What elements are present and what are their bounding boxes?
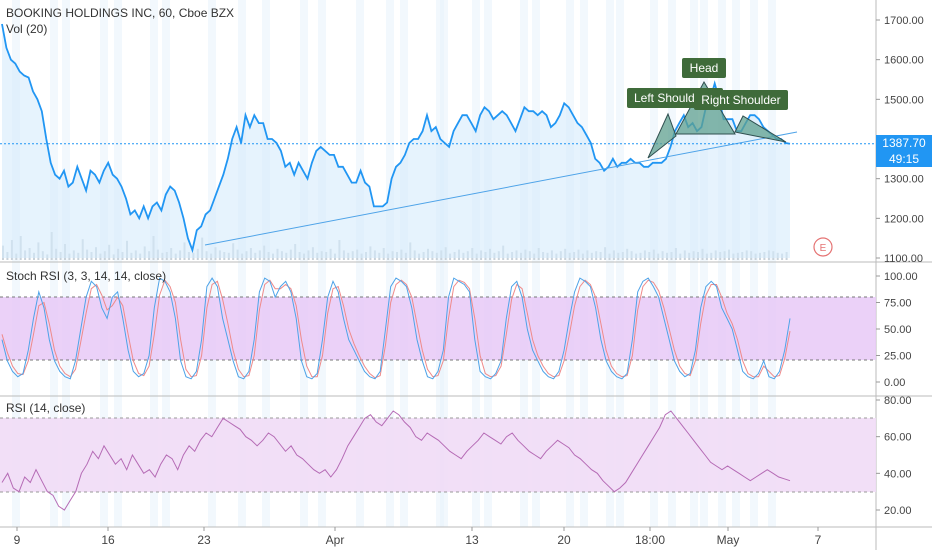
countdown-badge: 49:15: [876, 151, 932, 167]
session-stripe: [700, 0, 708, 527]
symbol-title: BOOKING HOLDINGS INC, 60, Cboe BZX: [6, 6, 234, 20]
time-tick-label: 13: [465, 533, 479, 547]
session-stripe: [262, 0, 270, 527]
stoch-band: [0, 297, 876, 360]
price-tick-label: 1100.00: [884, 253, 923, 265]
earnings-marker-text: E: [820, 243, 827, 254]
time-tick-label: Apr: [326, 533, 345, 547]
session-stripe: [750, 0, 758, 527]
session-stripe: [300, 0, 308, 527]
rsi-tick-label: 20.00: [884, 505, 912, 517]
rsi-tick-label: 40.00: [884, 468, 912, 480]
session-stripe: [400, 0, 408, 527]
price-pane[interactable]: Head Left Shoulder Right Shoulder E BOOK…: [0, 0, 876, 262]
session-stripe: [566, 0, 574, 527]
session-stripe: [318, 0, 326, 527]
rsi-tick-label: 60.00: [884, 432, 912, 444]
session-stripe: [440, 0, 448, 527]
session-stripe: [238, 0, 246, 527]
session-stripe: [606, 0, 614, 527]
stoch-tick-label: 25.00: [884, 351, 912, 363]
time-axis[interactable]: 9 16 23 Apr 13 20 18:00 May 7: [14, 527, 822, 547]
session-stripe: [114, 0, 122, 527]
session-stripe: [532, 0, 540, 527]
last-price-badge: 1387.70: [876, 135, 932, 151]
left-shoulder-label-text: Left Shoulder: [634, 91, 705, 105]
session-stripes: [12, 0, 776, 527]
stoch-k-line: [1, 277, 791, 380]
head-label-text: Head: [690, 61, 719, 75]
price-tick-label: 1500.00: [884, 94, 924, 106]
head-label[interactable]: Head: [682, 58, 726, 78]
countdown-text: 49:15: [889, 152, 919, 166]
session-stripe: [690, 0, 698, 527]
price-area-fill: [2, 24, 790, 258]
session-stripe: [520, 0, 528, 527]
rsi-line: [1, 410, 791, 511]
session-stripe: [62, 0, 70, 527]
price-tick-label: 1700.00: [884, 15, 924, 27]
session-stripe: [616, 0, 624, 527]
price-line: [1, 23, 791, 254]
stoch-tick-label: 50.00: [884, 324, 912, 336]
session-stripe: [768, 0, 776, 527]
session-stripe: [580, 0, 588, 527]
price-tick-label: 1600.00: [884, 55, 924, 67]
session-stripe: [208, 0, 216, 527]
time-tick-label: 20: [557, 533, 571, 547]
right-shoulder-label[interactable]: Right Shoulder: [694, 90, 788, 110]
right-shoulder-shape[interactable]: [734, 115, 787, 143]
rsi-pane[interactable]: RSI (14, close): [0, 401, 876, 511]
time-tick-label: 23: [197, 533, 211, 547]
price-tick-label: 1200.00: [884, 213, 924, 225]
stoch-rsi-pane[interactable]: Stoch RSI (3, 3, 14, 14, close): [0, 269, 876, 380]
stoch-d-line: [1, 279, 791, 379]
stoch-tick-label: 75.00: [884, 298, 912, 310]
time-tick-label: May: [717, 533, 740, 547]
session-stripe: [386, 0, 394, 527]
session-stripe: [718, 0, 726, 527]
rsi-band: [0, 418, 876, 492]
stoch-title: Stoch RSI (3, 3, 14, 14, close): [6, 269, 166, 283]
session-stripe: [356, 0, 364, 527]
time-tick-label: 9: [14, 533, 21, 547]
session-stripe: [150, 0, 158, 527]
right-shoulder-label-text: Right Shoulder: [701, 93, 780, 107]
rsi-title: RSI (14, close): [6, 401, 85, 415]
session-stripe: [732, 0, 740, 527]
last-price-text: 1387.70: [882, 136, 926, 150]
stoch-tick-label: 0.00: [884, 377, 905, 389]
session-stripe: [650, 0, 658, 527]
session-stripe: [472, 0, 480, 527]
trendline[interactable]: [204, 131, 798, 246]
session-stripe: [50, 0, 58, 527]
session-stripe: [100, 0, 108, 527]
time-tick-label: 18:00: [635, 533, 665, 547]
session-stripe: [484, 0, 492, 527]
left-shoulder-shape[interactable]: [647, 112, 677, 159]
time-tick-label: 7: [815, 533, 822, 547]
time-tick-label: 16: [101, 533, 115, 547]
price-tick-label: 1300.00: [884, 174, 924, 186]
stoch-axis[interactable]: 100.00 75.00 50.00 25.00 0.00: [876, 271, 918, 389]
rsi-axis[interactable]: 80.00 60.00 40.00 20.00: [876, 395, 912, 517]
volume-label: Vol (20): [6, 22, 47, 36]
rsi-tick-label: 80.00: [884, 395, 912, 407]
session-stripe: [668, 0, 676, 527]
session-stripe: [12, 0, 20, 527]
stoch-tick-label: 100.00: [884, 271, 918, 283]
earnings-marker[interactable]: E: [813, 237, 833, 257]
session-stripe: [162, 0, 170, 527]
